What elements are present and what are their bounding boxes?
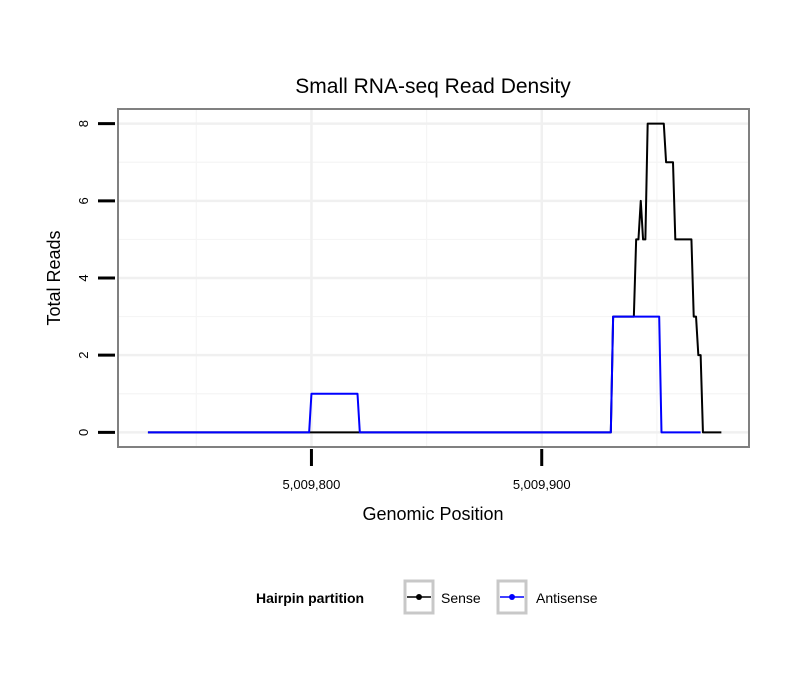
legend-title: Hairpin partition bbox=[256, 590, 364, 606]
legend-item-sense: Sense bbox=[403, 579, 481, 615]
legend-dot-antisense bbox=[509, 594, 515, 600]
y-axis: 0 2 4 6 8 bbox=[76, 120, 115, 436]
y-axis-title: Total Reads bbox=[44, 230, 64, 325]
plot-border bbox=[117, 108, 750, 448]
x-tick-label: 5,009,900 bbox=[513, 477, 571, 492]
y-tick-label: 4 bbox=[76, 274, 91, 281]
y-tick-label: 6 bbox=[76, 197, 91, 204]
y-tick-label: 2 bbox=[76, 352, 91, 359]
legend-label-antisense: Antisense bbox=[536, 590, 598, 606]
x-axis: 5,009,800 5,009,900 bbox=[283, 449, 571, 492]
chart-title: Small RNA-seq Read Density bbox=[295, 75, 571, 98]
x-tick-label: 5,009,800 bbox=[283, 477, 341, 492]
x-axis-title: Genomic Position bbox=[362, 504, 503, 524]
y-tick-label: 0 bbox=[76, 429, 91, 436]
series-line-antisense bbox=[147, 315, 701, 434]
legend: Hairpin partition Sense Antisense bbox=[256, 579, 598, 615]
series-line-sense bbox=[147, 122, 722, 434]
legend-item-antisense: Antisense bbox=[496, 579, 598, 615]
legend-label-sense: Sense bbox=[441, 590, 481, 606]
legend-dot-sense bbox=[416, 594, 422, 600]
series-layer bbox=[147, 122, 722, 434]
y-tick-label: 8 bbox=[76, 120, 91, 127]
